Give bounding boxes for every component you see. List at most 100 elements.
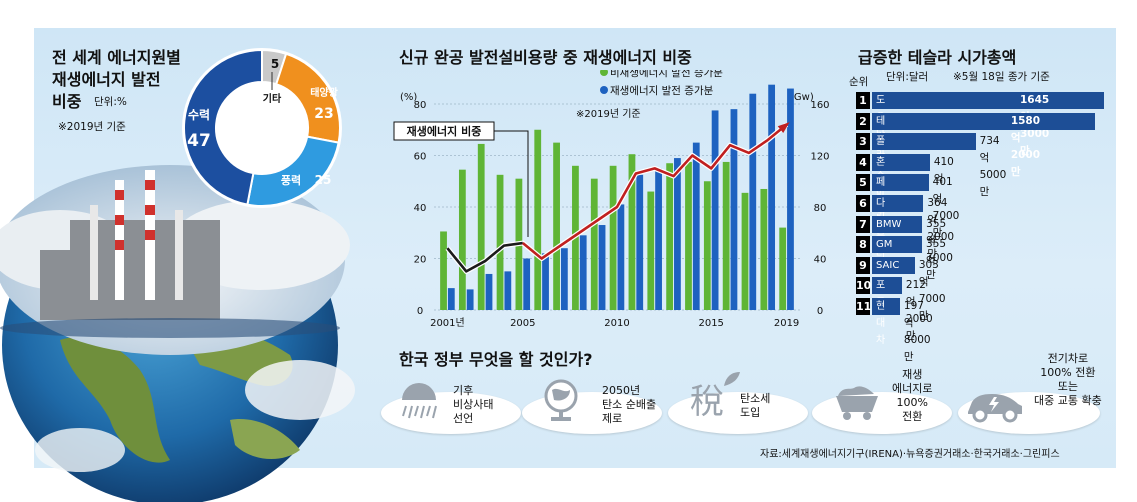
legend-marker-renewable bbox=[600, 86, 608, 94]
bar-renewable-2006 bbox=[542, 253, 549, 310]
ranking-value-2: 1580억2000만 bbox=[1010, 114, 1041, 178]
ranking-name-11: 현대차 bbox=[876, 301, 886, 346]
ranking-rank-7: 7 bbox=[856, 215, 870, 233]
ranking-rank-10: 10 bbox=[856, 277, 872, 295]
policy-title: 한국 정부 무엇을 할 것인가? bbox=[399, 350, 593, 369]
ranking-bar-9 bbox=[872, 256, 915, 274]
bar-renewable-2016 bbox=[730, 109, 738, 311]
policy-1-line3: 선언 bbox=[453, 412, 474, 425]
ranking-rank-5: 5 bbox=[856, 174, 870, 192]
ranking-rank-3: 3 bbox=[856, 133, 870, 151]
y-right-unit: (Gw) bbox=[790, 92, 814, 103]
share-line-early bbox=[446, 241, 523, 273]
share-line bbox=[521, 123, 788, 260]
policy-2-line2: 탄소 순배출 bbox=[602, 398, 657, 411]
policy-1-line2: 비상사태 bbox=[453, 398, 494, 411]
x-tick-label: 2015 bbox=[698, 318, 723, 329]
bar-nonrenewable-2011 bbox=[628, 154, 636, 310]
ranking-note: ※5월 18일 종가 기준 bbox=[953, 71, 1050, 83]
x-tick-label: 2010 bbox=[604, 318, 629, 329]
share-line-arrowhead bbox=[777, 122, 790, 133]
bar-renewable-2001 bbox=[447, 288, 455, 310]
bar-nonrenewable-2015 bbox=[703, 181, 711, 310]
x-tick-label: 2005 bbox=[510, 318, 535, 329]
bar-nonrenewable-2010 bbox=[609, 165, 617, 310]
ranking-value-6: 364억2000만 bbox=[927, 197, 955, 260]
donut-hole bbox=[217, 83, 307, 173]
ranking-bar-2 bbox=[872, 112, 1095, 130]
bar-nonrenewable-2014 bbox=[685, 161, 692, 310]
legend-marker-nonrenewable bbox=[600, 70, 608, 76]
bar-renewable-2012 bbox=[655, 168, 662, 310]
ranking-rank-header: 순위 bbox=[849, 76, 869, 88]
policy-2-line3: 제로 bbox=[602, 412, 623, 425]
policy-3-line1: 탄소세 bbox=[740, 392, 771, 405]
donut-chart: 수력 47 풍력 25 태양광 23 기타 5 bbox=[182, 48, 342, 208]
bar-chart-title: 신규 완공 발전설비용량 중 재생에너지 비중 bbox=[399, 48, 692, 67]
bar-nonrenewable-2016 bbox=[722, 161, 730, 310]
policy-5-line2: 100% 전환 bbox=[1040, 366, 1096, 379]
donut-value-기타: 5 bbox=[271, 57, 279, 71]
bar-nonrenewable-2007 bbox=[553, 142, 560, 310]
y-right-tick: 80 bbox=[814, 203, 827, 214]
ranking-name-8: GM bbox=[876, 239, 893, 251]
ranking-unit: 단위:달러 bbox=[886, 71, 929, 83]
policy-4-line3: 100% bbox=[896, 396, 928, 409]
weather-icon bbox=[402, 383, 437, 419]
bar-nonrenewable-2012 bbox=[647, 191, 655, 310]
ranking-bar-1 bbox=[872, 92, 1104, 109]
donut-label-수력: 수력 bbox=[188, 108, 210, 122]
y-left-tick: 60 bbox=[414, 152, 427, 163]
y-left-tick: 0 bbox=[417, 306, 423, 317]
ranking-value-5: 401억7000만 bbox=[932, 176, 960, 240]
y-right-tick: 160 bbox=[810, 100, 829, 111]
donut-value-수력: 47 bbox=[187, 131, 211, 151]
bar-renewable-2004 bbox=[504, 271, 512, 310]
policy-5-line1: 전기차로 bbox=[1047, 352, 1089, 365]
bar-renewable-2009 bbox=[598, 225, 606, 310]
annotation-label: 재생에너지 비중 bbox=[407, 124, 482, 138]
bar-nonrenewable-2002 bbox=[458, 169, 466, 310]
bar-nonrenewable-2019 bbox=[779, 227, 787, 310]
bar-renewable-2011 bbox=[636, 174, 644, 310]
donut-label-풍력: 풍력 bbox=[281, 174, 301, 187]
bar-renewable-2018 bbox=[768, 84, 776, 310]
ranking-rank-8: 8 bbox=[856, 236, 870, 254]
policy-4-line2: 에너지로 bbox=[892, 382, 933, 395]
ranking-value-8: 355억 bbox=[926, 238, 947, 268]
annotation-leader bbox=[494, 130, 529, 238]
ranking-value-4: 410억 bbox=[933, 155, 954, 185]
bar-chart-note: ※2019년 기준 bbox=[576, 108, 641, 120]
ranking-value-11: 197억8000만 bbox=[903, 300, 931, 363]
policy-3-line2: 도입 bbox=[740, 406, 761, 419]
ranking-bar-8 bbox=[872, 236, 923, 254]
electric-car-icon bbox=[968, 394, 1022, 423]
donut-title-line2: 재생에너지 발전 bbox=[52, 70, 161, 89]
y-left-unit: (%) bbox=[400, 92, 417, 103]
source-note: 자료:세계재생에너지기구(IRENA)·뉴욕증권거래소·한국거래소·그린피스 bbox=[760, 449, 1060, 460]
bar-nonrenewable-2006 bbox=[534, 129, 542, 310]
donut-label-기타: 기타 bbox=[263, 92, 282, 105]
bar-renewable-2015 bbox=[711, 110, 719, 310]
bar-nonrenewable-2004 bbox=[496, 174, 504, 310]
donut-slice-수력 bbox=[183, 48, 263, 206]
bar-renewable-2002 bbox=[466, 289, 474, 310]
donut-value-풍력: 25 bbox=[315, 173, 332, 187]
ranking-bar-4 bbox=[872, 153, 930, 171]
policy-5-line4: 대중 교통 확충 bbox=[1034, 394, 1102, 407]
bar-nonrenewable-2001 bbox=[440, 231, 447, 310]
policy-4-line4: 전환 bbox=[902, 410, 923, 423]
legend-label-nonrenewable: 비재생에너지 발전 증가분 bbox=[610, 70, 723, 79]
ranking-bar-3 bbox=[872, 133, 976, 151]
ranking-title: 급증한 테슬라 시가총액 bbox=[858, 48, 1017, 67]
bar-nonrenewable-2017 bbox=[741, 192, 749, 310]
ranking-bar-10 bbox=[872, 277, 902, 295]
ranking-rank-6: 6 bbox=[856, 195, 870, 212]
ranking-value-10: 212억2000만 bbox=[905, 279, 933, 343]
bar-nonrenewable-2013 bbox=[666, 163, 674, 310]
x-tick-label: 2001년 bbox=[430, 317, 465, 329]
y-right-tick: 120 bbox=[810, 152, 829, 163]
y-left-tick: 40 bbox=[414, 203, 427, 214]
legend-label-renewable: 재생에너지 발전 증가분 bbox=[610, 85, 714, 97]
